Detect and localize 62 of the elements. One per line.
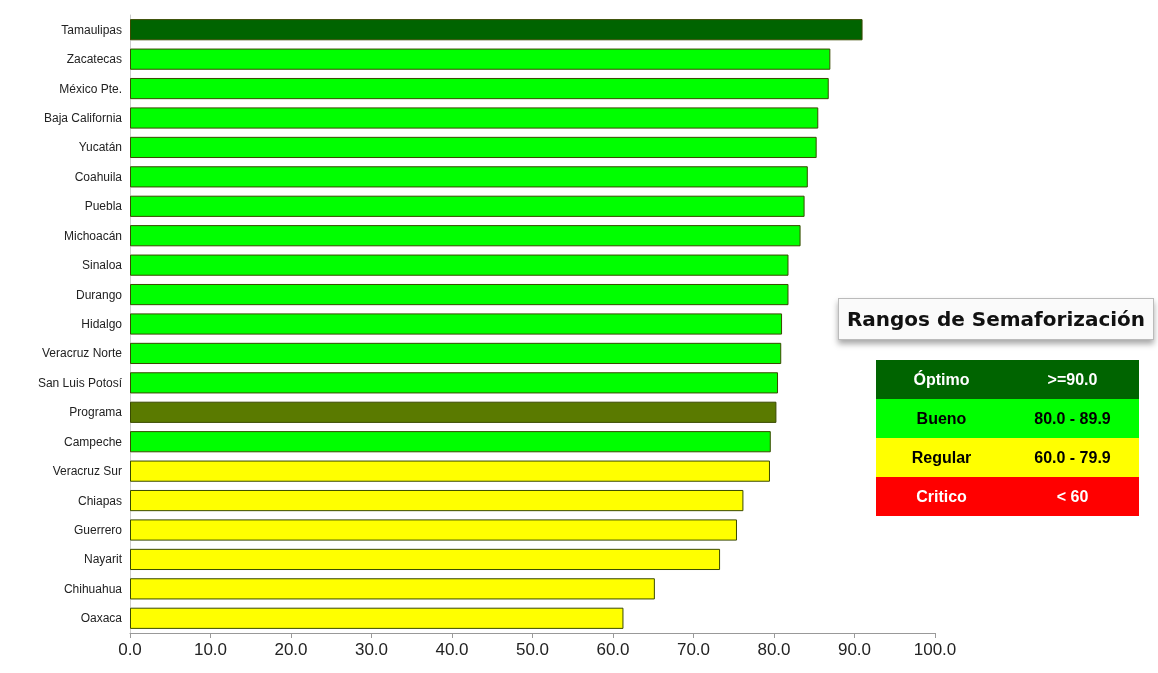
text: < 60 xyxy=(1056,488,1089,505)
y-tick-label: Guerrero xyxy=(73,523,123,537)
x-tick-label: 80.0 xyxy=(757,640,791,659)
annotation: Bueno xyxy=(915,409,968,429)
y-tick-label: Programa xyxy=(69,405,123,420)
text: 80.0 - 89.9 xyxy=(1034,410,1111,427)
bar xyxy=(130,136,817,159)
bar xyxy=(130,19,863,41)
y-tick-label: Veracruz Norte xyxy=(41,346,123,361)
bar xyxy=(130,519,737,541)
bar xyxy=(130,578,655,600)
bar xyxy=(130,607,624,629)
bar xyxy=(130,195,805,217)
y-tick-label: Tamaulipas xyxy=(61,22,122,37)
y-tick-label: México Pte. xyxy=(59,81,122,96)
x-tick-label: 100.0 xyxy=(913,640,957,659)
y-tick-label: Hidalgo xyxy=(81,317,123,331)
x-tick-label: 30.0 xyxy=(354,640,389,659)
bar xyxy=(130,401,777,423)
annotation: Regular xyxy=(910,448,973,468)
y-tick-label: Yucatán xyxy=(78,140,122,155)
x-tick-label: 0.0 xyxy=(118,640,142,659)
bar xyxy=(130,107,819,129)
y-tick-label: Nayarit xyxy=(83,552,123,567)
x-tick-label: 90.0 xyxy=(837,640,872,659)
bar xyxy=(130,489,744,512)
y-tick-label: Chiapas xyxy=(77,493,122,508)
y-tick-label: Sinaloa xyxy=(81,258,123,273)
bar xyxy=(130,342,782,365)
y-tick-label: Campeche xyxy=(63,434,123,449)
y-tick-label: San Luis Potosí xyxy=(37,375,123,390)
y-tick-label: Chihuahua xyxy=(63,581,123,596)
text: >=90.0 xyxy=(1047,371,1098,388)
bar xyxy=(130,460,770,482)
y-tick-label: Veracruz Sur xyxy=(52,464,122,479)
x-tick-label: 40.0 xyxy=(435,640,469,659)
x-tick-label: 10.0 xyxy=(193,640,228,659)
x-tick-label: 20.0 xyxy=(274,640,308,659)
x-tick-label: 70.0 xyxy=(676,640,711,659)
bar xyxy=(130,548,721,571)
bar xyxy=(130,225,801,247)
bar xyxy=(130,431,771,453)
bar xyxy=(130,254,789,276)
bar xyxy=(130,283,789,306)
y-tick-label: Coahuila xyxy=(74,169,123,184)
y-tick-label: Oaxaca xyxy=(80,611,123,626)
bar xyxy=(130,372,779,394)
y-tick-label: Baja California xyxy=(43,111,123,125)
x-tick-label: 60.0 xyxy=(596,640,630,659)
bar xyxy=(130,313,783,335)
legend-title: Rangos de Semaforización xyxy=(838,298,1154,340)
annotation: Critico xyxy=(915,487,968,507)
y-tick-label: Michoacán xyxy=(63,228,122,243)
x-tick-label: 50.0 xyxy=(515,640,550,659)
y-tick-label: Zacatecas xyxy=(66,52,122,67)
bar xyxy=(130,48,831,70)
y-tick-label: Puebla xyxy=(84,199,123,214)
bar xyxy=(130,166,808,188)
y-tick-label: Durango xyxy=(75,287,123,302)
bar xyxy=(130,77,829,100)
annotation: Óptimo xyxy=(912,369,971,390)
text: 60.0 - 79.9 xyxy=(1034,449,1111,466)
